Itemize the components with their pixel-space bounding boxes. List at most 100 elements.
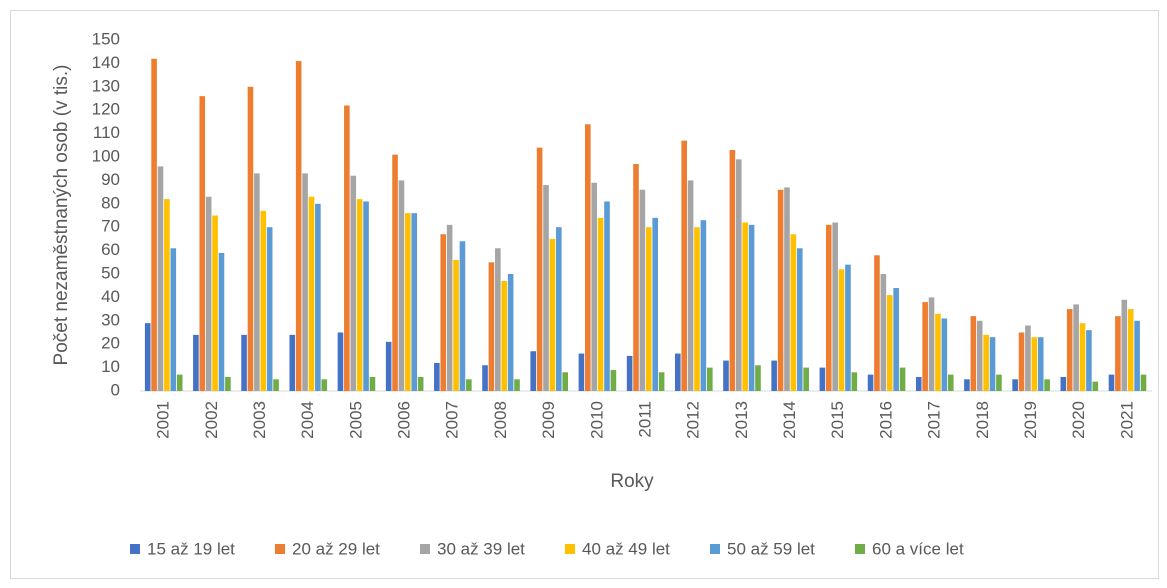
bar — [392, 154, 398, 391]
bar — [434, 362, 440, 391]
bar — [453, 259, 459, 391]
bar — [556, 227, 562, 391]
y-tick-label: 100 — [92, 146, 120, 165]
x-tick-label: 2011 — [635, 401, 654, 438]
bar — [706, 367, 713, 391]
y-tick-label: 70 — [101, 217, 120, 236]
bar — [983, 334, 989, 391]
bar — [459, 241, 466, 391]
x-axis-title: Roky — [610, 471, 654, 492]
bar — [658, 372, 665, 391]
bar — [289, 334, 296, 391]
y-tick-label: 30 — [101, 310, 120, 329]
legend-label: 30 až 39 let — [437, 539, 525, 558]
bar — [970, 316, 977, 391]
bar — [1044, 379, 1050, 391]
bar — [1073, 304, 1079, 391]
bar — [976, 320, 983, 391]
bar — [530, 351, 537, 391]
bar — [947, 374, 954, 391]
y-axis-title: Počet nezaměstnaných osob (v tis.) — [51, 65, 72, 366]
bar — [417, 376, 424, 391]
bar — [825, 224, 832, 391]
bar — [543, 185, 549, 391]
bar — [1079, 323, 1086, 391]
bar — [170, 248, 177, 391]
bar — [748, 224, 755, 391]
bar — [591, 182, 598, 391]
bar — [193, 334, 199, 391]
bar — [735, 159, 742, 391]
bar — [803, 367, 809, 391]
bar — [626, 355, 633, 391]
legend-label: 20 až 29 let — [292, 539, 380, 558]
bar — [247, 86, 254, 392]
bar — [941, 318, 948, 391]
bar — [164, 199, 170, 391]
bar — [295, 61, 302, 392]
y-tick-label: 80 — [101, 193, 120, 212]
x-tick-label: 2009 — [539, 401, 558, 439]
bar — [199, 96, 206, 391]
x-tick-label: 2004 — [298, 401, 317, 439]
bar — [796, 248, 803, 391]
bar — [777, 189, 784, 391]
bar — [1108, 374, 1115, 391]
bar — [1092, 381, 1099, 391]
y-tick-label: 130 — [92, 76, 120, 95]
y-tick-label: 40 — [101, 287, 120, 306]
bar — [495, 248, 501, 391]
x-tick-label: 2002 — [202, 401, 221, 439]
bar — [790, 234, 797, 391]
bar — [700, 220, 707, 391]
bar — [446, 224, 453, 391]
bar — [363, 201, 369, 391]
y-tick-label: 150 — [92, 29, 120, 48]
bar — [633, 164, 639, 391]
x-tick-label: 2016 — [876, 401, 895, 439]
legend-label: 15 až 19 let — [147, 539, 235, 558]
bar — [646, 227, 652, 391]
x-tick-label: 2008 — [491, 401, 510, 439]
x-tick-label: 2006 — [395, 401, 414, 439]
bar — [260, 210, 267, 391]
x-tick-label: 2012 — [684, 401, 703, 439]
bar — [687, 180, 694, 391]
bar — [151, 58, 157, 391]
bar — [157, 166, 164, 391]
bar — [681, 140, 687, 391]
bar — [501, 281, 508, 391]
legend-swatch — [275, 544, 285, 554]
y-tick-label: 10 — [101, 357, 120, 376]
legend-label: 40 až 49 let — [582, 539, 670, 558]
bar — [880, 274, 887, 391]
bar — [218, 252, 225, 391]
bar — [922, 302, 928, 391]
bar — [742, 222, 748, 391]
bar — [356, 199, 363, 391]
bar — [205, 196, 212, 391]
bar — [1086, 330, 1092, 391]
bar — [1025, 325, 1031, 391]
bar — [1115, 316, 1121, 391]
legend-swatch — [565, 544, 575, 554]
y-tick-label: 20 — [101, 334, 120, 353]
bar — [755, 365, 761, 391]
bar — [488, 262, 495, 391]
bar — [723, 360, 729, 391]
bar — [604, 201, 610, 391]
x-tick-label: 2015 — [828, 401, 847, 439]
bar — [729, 149, 736, 391]
bar — [585, 124, 591, 392]
x-tick-label: 2018 — [973, 401, 992, 439]
x-tick-label: 2001 — [154, 401, 173, 439]
bar — [144, 323, 151, 391]
legend-swatch — [710, 544, 720, 554]
bar — [915, 376, 922, 391]
x-tick-label: 2005 — [346, 401, 365, 439]
bar — [369, 376, 376, 391]
bar — [694, 227, 700, 391]
legend-label: 60 a více let — [872, 539, 964, 558]
bar — [440, 234, 447, 391]
